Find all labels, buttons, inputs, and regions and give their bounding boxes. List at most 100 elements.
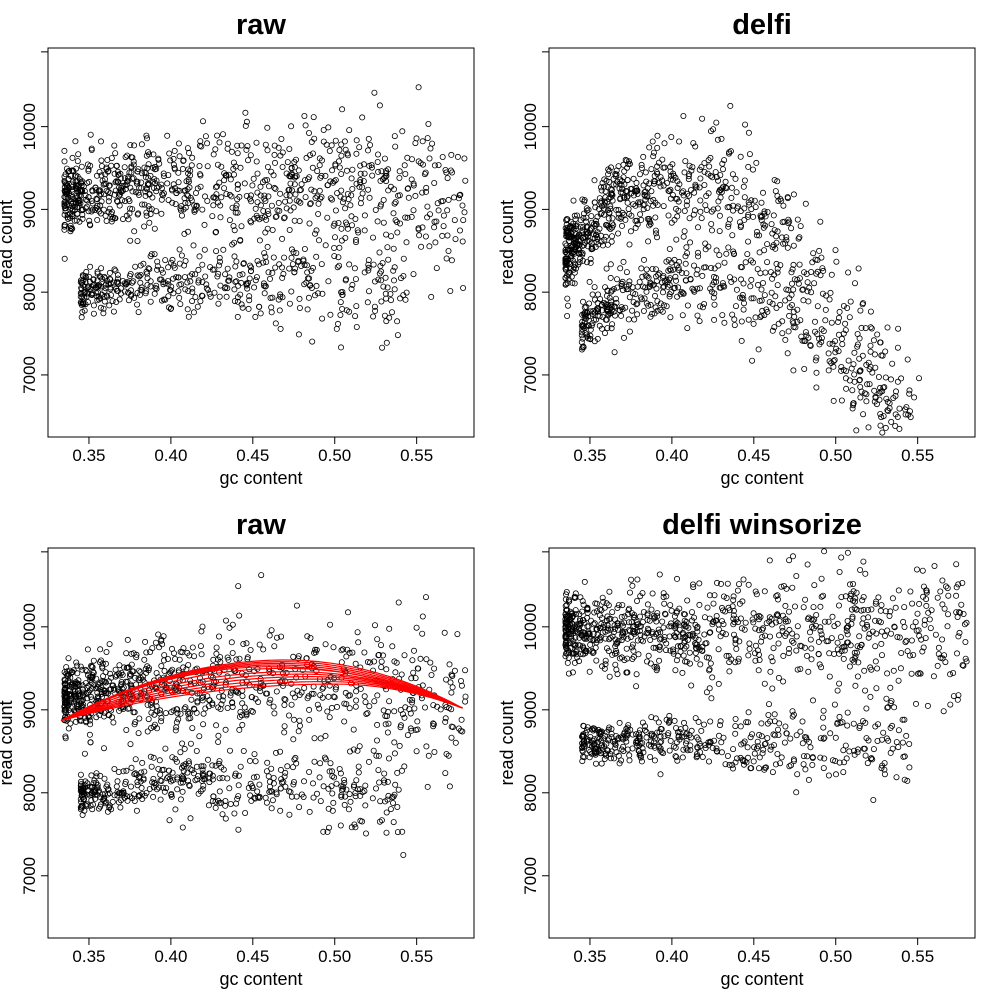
- data-point: [756, 651, 763, 658]
- data-point: [564, 612, 571, 619]
- data-point: [330, 693, 337, 700]
- data-point: [647, 279, 654, 286]
- data-point: [774, 282, 781, 289]
- data-point: [584, 259, 591, 266]
- data-point: [268, 765, 275, 772]
- data-point: [411, 705, 418, 712]
- data-point: [619, 185, 626, 192]
- data-point: [874, 331, 881, 338]
- data-point: [939, 577, 946, 584]
- data-point: [662, 611, 669, 618]
- data-point: [448, 671, 455, 678]
- data-point: [663, 647, 670, 654]
- data-point: [684, 250, 691, 257]
- data-point: [694, 266, 701, 273]
- x-tick-label: 0.35: [72, 947, 105, 966]
- data-point: [392, 669, 399, 676]
- data-point: [725, 221, 732, 228]
- data-point: [691, 614, 698, 621]
- data-point: [234, 185, 241, 192]
- data-point: [685, 173, 692, 180]
- data-point: [821, 548, 828, 555]
- data-point: [94, 282, 101, 289]
- data-point: [697, 197, 704, 204]
- data-point: [572, 223, 579, 230]
- data-point: [98, 157, 105, 164]
- data-point: [599, 594, 606, 601]
- data-point: [923, 587, 930, 594]
- data-point: [874, 665, 881, 672]
- data-point: [613, 171, 620, 178]
- data-point: [254, 199, 261, 206]
- data-point: [791, 313, 798, 320]
- data-point: [652, 214, 659, 221]
- data-point: [185, 287, 192, 294]
- data-point: [361, 227, 368, 234]
- data-point: [632, 224, 639, 231]
- data-point: [834, 646, 841, 653]
- data-point: [598, 187, 605, 194]
- data-point: [193, 763, 200, 770]
- data-point: [214, 132, 221, 139]
- data-point: [649, 630, 656, 637]
- data-point: [963, 619, 970, 626]
- data-point: [667, 186, 674, 193]
- data-point: [648, 188, 655, 195]
- data-point: [666, 633, 673, 640]
- data-point: [173, 719, 180, 726]
- data-point: [771, 732, 778, 739]
- data-point: [77, 663, 84, 670]
- data-point: [596, 625, 603, 632]
- data-point: [235, 793, 242, 800]
- data-point: [715, 646, 722, 653]
- data-point: [741, 626, 748, 633]
- data-point: [939, 601, 946, 608]
- data-point: [894, 344, 901, 351]
- data-point: [352, 313, 359, 320]
- data-point: [277, 766, 284, 773]
- data-point: [563, 589, 570, 596]
- data-point: [309, 338, 316, 345]
- data-point: [199, 694, 206, 701]
- data-point: [126, 272, 133, 279]
- data-point: [332, 137, 339, 144]
- data-point: [562, 259, 569, 266]
- data-point: [775, 612, 782, 619]
- data-point: [666, 712, 673, 719]
- data-point: [179, 740, 186, 747]
- data-point: [923, 602, 930, 609]
- data-point: [721, 283, 728, 290]
- data-point: [699, 648, 706, 655]
- y-tick-label: 7000: [521, 356, 540, 394]
- data-point: [822, 317, 829, 324]
- data-point: [793, 647, 800, 654]
- data-point: [794, 318, 801, 325]
- data-point: [374, 692, 381, 699]
- data-point: [671, 284, 678, 291]
- data-point: [394, 229, 401, 236]
- data-point: [415, 225, 422, 232]
- data-point: [652, 644, 659, 651]
- x-tick-label: 0.45: [737, 446, 770, 465]
- data-point: [95, 693, 102, 700]
- data-point: [385, 166, 392, 173]
- data-point: [290, 653, 297, 660]
- data-point: [272, 264, 279, 271]
- data-point: [723, 185, 730, 192]
- data-point: [230, 165, 237, 172]
- data-point: [651, 614, 658, 621]
- data-point: [614, 671, 621, 678]
- data-point: [226, 191, 233, 198]
- data-point: [332, 207, 339, 214]
- data-point: [808, 656, 815, 663]
- data-point: [156, 644, 163, 651]
- data-point: [606, 178, 613, 185]
- data-point: [131, 142, 138, 149]
- data-point: [128, 164, 135, 171]
- data-point: [709, 174, 716, 181]
- data-point: [381, 174, 388, 181]
- data-point: [346, 261, 353, 268]
- data-point: [211, 266, 218, 273]
- data-point: [229, 241, 236, 248]
- data-point: [578, 329, 585, 336]
